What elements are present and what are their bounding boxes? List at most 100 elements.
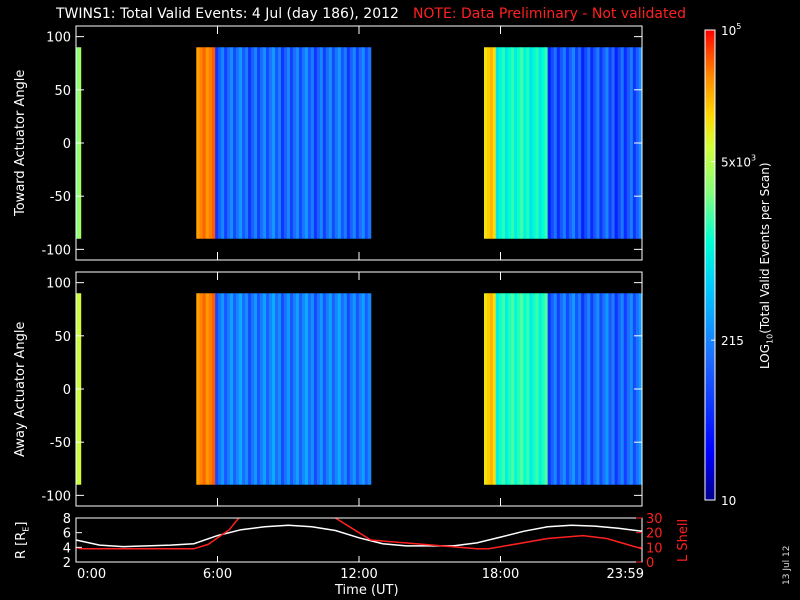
away-heat-cell (562, 293, 567, 485)
toward-ytick-label: -50 (50, 190, 71, 205)
toward-heat-cell (614, 47, 619, 239)
away-heat-cell (233, 293, 237, 485)
away-heat-cell (486, 293, 491, 485)
toward-heat-cell (313, 47, 318, 239)
toward-heat-cell (578, 47, 582, 239)
toward-heat-cell (211, 47, 216, 239)
toward-ytick-label: -100 (41, 243, 71, 258)
away-ytick-label: 50 (54, 330, 71, 345)
away-heat-cell (517, 293, 521, 485)
toward-heat-cell (343, 47, 348, 239)
colorbar-label-log: LOG (758, 343, 772, 369)
toward-heat-cell (233, 47, 237, 239)
away-heat-cell (227, 293, 231, 485)
lshell-axis-label: L Shell (676, 518, 691, 562)
toward-heat-cell (575, 47, 579, 239)
away-heat-cell (316, 293, 321, 485)
away-heat-cell (599, 293, 603, 485)
away-heat-cell (520, 293, 524, 485)
toward-heat-cell (550, 47, 555, 239)
radius-ytick-label: 8 (63, 512, 71, 527)
toward-heat-cell (242, 47, 246, 239)
toward-heat-cell (596, 47, 600, 239)
away-heat-cell (301, 293, 306, 485)
away-heat-cell (275, 293, 279, 485)
time-xtick-label: 0:00 (77, 567, 106, 582)
radius-ytick-label: 2 (63, 556, 71, 571)
colorbar-tick-label: 215 (721, 334, 744, 348)
away-heat-cell (529, 293, 533, 485)
toward-heat-cell (278, 47, 282, 239)
away-heat-cell (245, 293, 249, 485)
toward-heat-cell (337, 47, 342, 239)
toward-heat-cell (251, 47, 255, 239)
toward-heat-cell (608, 47, 613, 239)
toward-heat-cell (218, 47, 222, 239)
away-heat-cell (626, 293, 631, 485)
away-heat-cell (581, 293, 585, 485)
toward-heat-cell (617, 47, 622, 239)
away-heat-cell (489, 293, 494, 485)
toward-heat-cell (611, 47, 616, 239)
away-heat-cell (535, 293, 540, 485)
toward-heat-cell (331, 47, 336, 239)
toward-heat-cell (517, 47, 521, 239)
away-heat-cell (221, 293, 225, 485)
away-heat-cell (334, 293, 339, 485)
title-text: TWINS1: Total Valid Events: 4 Jul (day 1… (56, 6, 399, 22)
colorbar-tick-exponent: 3 (751, 154, 756, 163)
preliminary-note: NOTE: Data Preliminary - Not validated (412, 6, 686, 22)
toward-heat-cell (334, 47, 339, 239)
toward-heat-cell (584, 47, 588, 239)
away-heat-cell (236, 293, 240, 485)
away-heat-cell (532, 293, 536, 485)
away-heat-cell (578, 293, 582, 485)
away-heat-cell (286, 293, 291, 485)
away-heat-cell (568, 293, 573, 485)
away-heat-cell (367, 293, 372, 485)
away-heat-cell (313, 293, 318, 485)
toward-heat-cell (266, 47, 270, 239)
away-heat-cell (257, 293, 261, 485)
toward-heat-cell (486, 47, 491, 239)
lshell-ytick-label: 10 (646, 541, 663, 556)
away-heat-cell (248, 293, 252, 485)
away-heat-cell (492, 293, 497, 485)
away-heat-cell (196, 293, 200, 485)
away-heat-cell (358, 293, 363, 485)
toward-heat-cell (254, 47, 258, 239)
away-heat-cell (495, 293, 500, 485)
toward-heat-cell (559, 47, 564, 239)
toward-heat-cell (544, 47, 549, 239)
away-heat-cell (278, 293, 282, 485)
toward-heat-cell (602, 47, 606, 239)
away-heat-cell (514, 293, 518, 485)
away-heat-cell (254, 293, 258, 485)
colorbar-gradient (704, 29, 716, 501)
toward-heat-cell (352, 47, 357, 239)
away-heat-cell (584, 293, 588, 485)
toward-heat-cell (215, 47, 219, 239)
away-heatmap-panel: 100 50 0 -50 -100 (41, 271, 643, 507)
away-heat-cell (559, 293, 564, 485)
toward-heat-cell (199, 47, 204, 239)
away-heat-cell (483, 293, 488, 485)
time-axis-label: Time (UT) (335, 583, 399, 598)
colorbar-tick-exponent: 5 (736, 22, 741, 31)
away-heat-cell (340, 293, 345, 485)
toward-heat-cell (227, 47, 231, 239)
away-heat-cell (602, 293, 606, 485)
away-heat-cell (593, 293, 597, 485)
away-heat-cell (550, 293, 555, 485)
toward-heat-cell (532, 47, 536, 239)
away-heat-cell (208, 293, 213, 485)
away-heat-cell (325, 293, 330, 485)
toward-heat-cell (301, 47, 306, 239)
time-xtick-label: 18:00 (482, 567, 519, 582)
away-heat-cell (547, 293, 552, 485)
away-heat-cell (331, 293, 336, 485)
toward-heat-cell (599, 47, 603, 239)
away-heat-cell (283, 293, 288, 485)
toward-heat-cell (275, 47, 279, 239)
